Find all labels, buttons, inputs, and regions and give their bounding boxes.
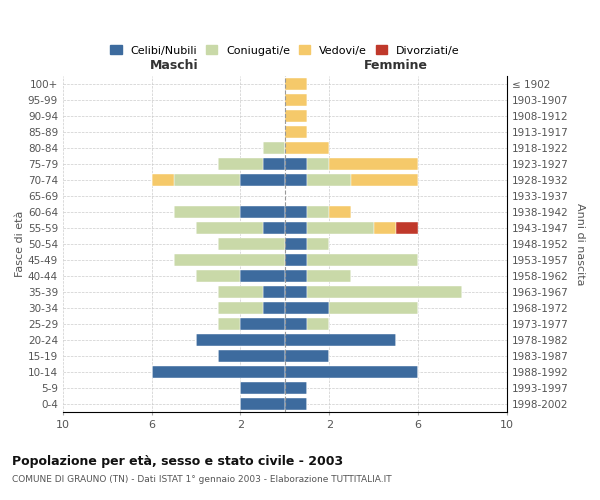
Bar [285, 238, 307, 250]
Bar [218, 286, 263, 298]
Text: COMUNE DI GRAUNO (TN) - Dati ISTAT 1° gennaio 2003 - Elaborazione TUTTITALIA.IT: COMUNE DI GRAUNO (TN) - Dati ISTAT 1° ge… [12, 475, 392, 484]
Text: Maschi: Maschi [149, 60, 198, 72]
Bar [307, 318, 329, 330]
Bar [285, 270, 307, 282]
Bar [152, 174, 174, 186]
Bar [218, 350, 285, 362]
Bar [174, 254, 285, 266]
Bar [285, 206, 307, 218]
Bar [285, 302, 329, 314]
Bar [307, 222, 374, 234]
Bar [307, 254, 418, 266]
Bar [285, 318, 307, 330]
Bar [241, 398, 285, 410]
Bar [285, 334, 396, 346]
Bar [241, 382, 285, 394]
Bar [307, 206, 329, 218]
Bar [285, 94, 307, 106]
Bar [285, 222, 307, 234]
Bar [196, 334, 285, 346]
Bar [307, 286, 463, 298]
Bar [307, 238, 329, 250]
Bar [174, 206, 241, 218]
Bar [218, 302, 263, 314]
Bar [329, 158, 418, 170]
Bar [241, 174, 285, 186]
Bar [218, 238, 285, 250]
Y-axis label: Anni di nascita: Anni di nascita [575, 203, 585, 285]
Bar [396, 222, 418, 234]
Bar [263, 158, 285, 170]
Bar [285, 78, 307, 90]
Bar [263, 142, 285, 154]
Bar [285, 158, 307, 170]
Bar [285, 254, 307, 266]
Bar [241, 270, 285, 282]
Bar [374, 222, 396, 234]
Bar [263, 302, 285, 314]
Bar [285, 286, 307, 298]
Y-axis label: Fasce di età: Fasce di età [15, 211, 25, 277]
Bar [196, 222, 263, 234]
Bar [263, 222, 285, 234]
Bar [152, 366, 285, 378]
Text: Popolazione per età, sesso e stato civile - 2003: Popolazione per età, sesso e stato civil… [12, 455, 343, 468]
Bar [285, 110, 307, 122]
Bar [285, 126, 307, 138]
Bar [196, 270, 241, 282]
Bar [285, 142, 329, 154]
Bar [352, 174, 418, 186]
Bar [329, 302, 418, 314]
Bar [285, 398, 307, 410]
Bar [218, 158, 263, 170]
Bar [285, 366, 418, 378]
Bar [218, 318, 241, 330]
Bar [285, 350, 329, 362]
Text: Femmine: Femmine [364, 60, 428, 72]
Legend: Celibi/Nubili, Coniugati/e, Vedovi/e, Divorziati/e: Celibi/Nubili, Coniugati/e, Vedovi/e, Di… [106, 41, 464, 60]
Bar [329, 206, 352, 218]
Bar [174, 174, 241, 186]
Bar [241, 318, 285, 330]
Bar [241, 206, 285, 218]
Bar [285, 174, 307, 186]
Bar [285, 382, 307, 394]
Bar [307, 270, 352, 282]
Bar [307, 174, 352, 186]
Bar [307, 158, 329, 170]
Bar [263, 286, 285, 298]
